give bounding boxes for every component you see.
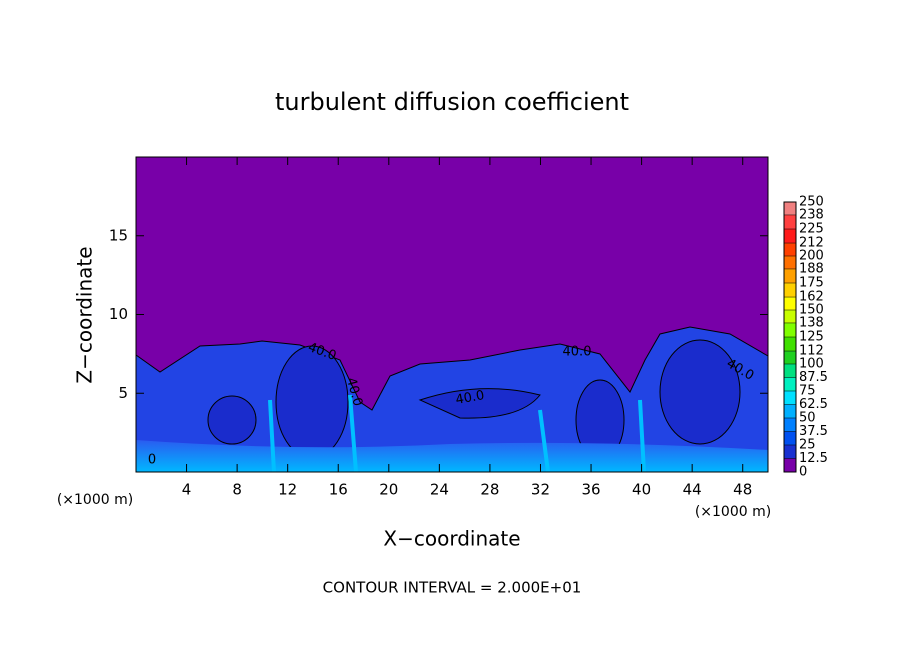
colorbar-label: 188 (799, 261, 824, 276)
colorbar-label: 175 (799, 276, 824, 291)
x-tick-label: 20 (379, 481, 398, 499)
colorbar-cell (784, 297, 796, 310)
colorbar-cell (784, 256, 796, 269)
colorbar-label: 225 (799, 222, 824, 237)
colorbar-label: 75 (799, 384, 816, 399)
colorbar-label: 212 (799, 236, 824, 251)
x-tick-label: 24 (430, 481, 449, 499)
x-tick-label: 4 (182, 481, 192, 499)
colorbar-label: 238 (799, 207, 824, 222)
colorbar-cell (784, 310, 796, 323)
colorbar-cell (784, 283, 796, 298)
colorbar-label: 250 (799, 195, 824, 210)
x-tick-label: 8 (232, 481, 242, 499)
chart-title: turbulent diffusion coefficient (275, 88, 629, 116)
colorbar-label: 150 (799, 303, 824, 318)
colorbar-cell (784, 418, 796, 432)
colorbar-cell (784, 431, 796, 445)
field-plume (268, 394, 646, 473)
x-tick-label: 12 (278, 481, 297, 499)
colorbar-label: 25 (799, 438, 816, 453)
x-tick-label: 28 (480, 481, 499, 499)
colorbar-cell (784, 214, 796, 229)
field-surface (136, 440, 768, 472)
colorbar-label: 100 (799, 357, 824, 372)
x-tick-label: 36 (581, 481, 600, 499)
y-axis-label: Z−coordinate (73, 246, 97, 383)
x-tick-label: 16 (329, 481, 348, 499)
colorbar-cell (784, 445, 796, 459)
colorbar-label: 162 (799, 290, 824, 305)
colorbar-cell (784, 458, 796, 472)
x-tick-label: 48 (733, 481, 752, 499)
contour-label: 0 (148, 453, 156, 468)
x-tick-label: 32 (531, 481, 550, 499)
colorbar-cell (784, 202, 796, 215)
colorbar-cell (784, 391, 796, 405)
contour-label: 40.0 (454, 388, 485, 408)
colorbar-label: 12.5 (799, 451, 828, 466)
y-tick-label: 15 (109, 226, 128, 244)
colorbar-cell (784, 351, 796, 364)
x-tick-label: 44 (683, 481, 702, 499)
colorbar-cell (784, 404, 796, 418)
colorbar-cell (784, 337, 796, 352)
colorbar-label: 62.5 (799, 397, 828, 412)
field-eddy (418, 388, 541, 419)
colorbar-label: 125 (799, 330, 824, 345)
y-tick-label: 10 (109, 305, 128, 323)
field-eddy (275, 345, 349, 459)
contour-label: 40.0 (343, 376, 365, 408)
colorbar-cell (784, 268, 796, 283)
x-unit: (×1000 m) (57, 492, 133, 508)
colorbar-cell (784, 364, 796, 378)
footer: CONTOUR INTERVAL = 2.000E+01 (323, 579, 582, 597)
colorbar-label: 138 (799, 315, 824, 330)
colorbar-label: 87.5 (799, 370, 828, 385)
contour-label: 40.0 (563, 345, 592, 360)
colorbar-cell (784, 243, 796, 256)
y-tick-label: 5 (118, 384, 128, 402)
field (135, 157, 769, 473)
colorbar-cell (784, 229, 796, 244)
colorbar-label: 112 (799, 344, 824, 359)
colorbar-label: 200 (799, 249, 824, 264)
colorbar-cell (784, 322, 796, 337)
field-eddy (659, 339, 741, 445)
field-eddy (207, 395, 257, 445)
x-axis-label: X−coordinate (383, 527, 520, 551)
x-unit: (×1000 m) (695, 504, 771, 520)
colorbar-label: 0 (799, 465, 807, 480)
colorbar-label: 50 (799, 411, 816, 426)
colorbar-label: 37.5 (799, 424, 828, 439)
x-tick-label: 40 (632, 481, 651, 499)
colorbar-cell (784, 377, 796, 391)
